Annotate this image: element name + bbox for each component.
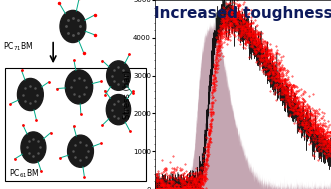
Circle shape bbox=[65, 70, 93, 104]
Circle shape bbox=[107, 61, 130, 90]
Circle shape bbox=[60, 10, 86, 43]
Y-axis label: Stress (bar): Stress (bar) bbox=[122, 70, 132, 119]
Text: Increased toughness: Increased toughness bbox=[154, 6, 331, 21]
Circle shape bbox=[21, 132, 46, 163]
Text: PC$_{71}$BM: PC$_{71}$BM bbox=[3, 40, 33, 53]
FancyBboxPatch shape bbox=[5, 68, 146, 181]
Circle shape bbox=[68, 135, 93, 167]
Circle shape bbox=[106, 94, 131, 125]
Text: PC$_{61}$BM: PC$_{61}$BM bbox=[9, 167, 39, 180]
Circle shape bbox=[18, 78, 43, 111]
